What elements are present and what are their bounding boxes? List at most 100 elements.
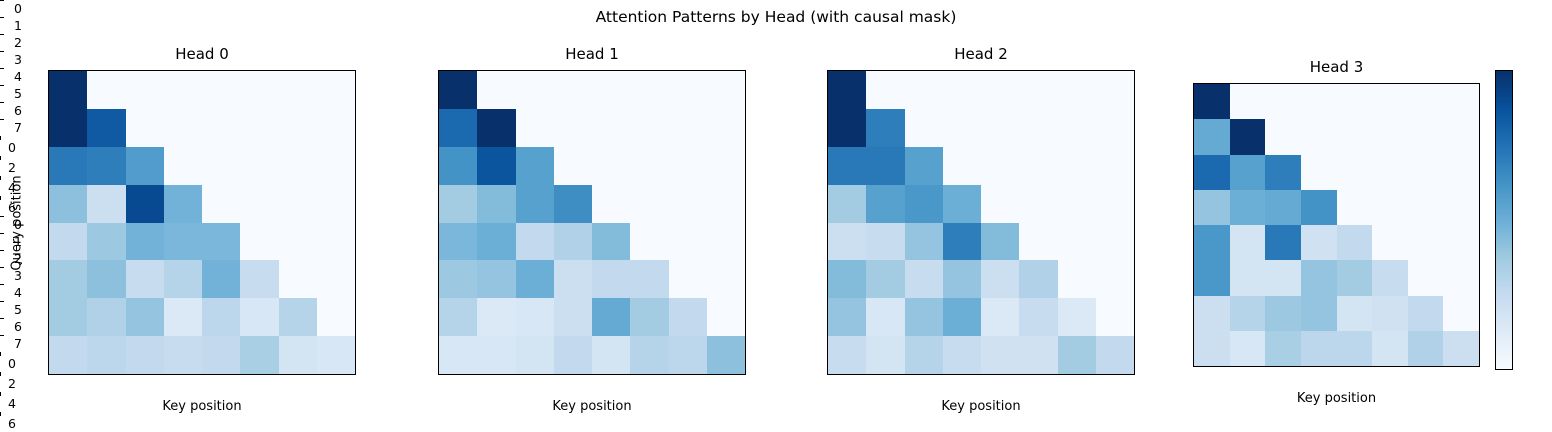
heatmap-cell (202, 336, 241, 374)
heatmap-cell (981, 222, 1020, 261)
heatmap-cell-masked (1443, 225, 1479, 261)
heatmap-cell-masked (668, 222, 707, 261)
heatmap-cell (439, 222, 478, 261)
heatmap-cell (1194, 260, 1230, 296)
heatmap-cell-masked (1095, 184, 1134, 223)
heatmap-cell (1229, 330, 1266, 366)
heatmap-cell (1229, 189, 1266, 225)
heatmap-cell (202, 260, 241, 299)
x-tick-label: 2 (8, 160, 16, 175)
heatmap-cell-masked (278, 222, 317, 261)
heatmap-cell-masked (1057, 146, 1096, 185)
heatmap-cell (477, 222, 516, 261)
heatmap-cell (1194, 84, 1230, 120)
x-tick-label: 0 (8, 140, 16, 155)
heatmap-cell (1194, 225, 1230, 261)
heatmap-cell (942, 184, 981, 223)
heatmap-cell-masked (1372, 84, 1408, 120)
heatmap-cell (240, 336, 279, 374)
heatmap-cell (515, 260, 554, 299)
y-tick-mark (0, 68, 4, 69)
y-tick-label: 4 (14, 69, 22, 84)
heatmap-cell (866, 222, 905, 261)
heatmap-cell-masked (706, 298, 745, 337)
heatmap-cell-masked (1300, 119, 1337, 155)
y-tick-label: 6 (14, 103, 22, 118)
y-tick-label: 0 (14, 1, 22, 16)
heatmap-cell-masked (592, 71, 631, 109)
heatmap-cell (49, 71, 88, 109)
heatmap-cell (316, 336, 355, 374)
heatmap-cell (668, 336, 707, 374)
y-tick-mark (0, 34, 4, 35)
y-tick-label: 0 (14, 217, 22, 232)
heatmap-cell (981, 336, 1020, 374)
heatmap-cell (904, 260, 943, 299)
heatmap-cell (630, 260, 669, 299)
heatmap-cell-masked (1336, 119, 1373, 155)
heatmap-cell-masked (87, 71, 126, 109)
heatmap-cell-masked (240, 71, 279, 109)
heatmap-cell (1265, 330, 1301, 366)
heatmap-cell (439, 184, 478, 223)
heatmap-cell (981, 298, 1020, 337)
x-tick-mark (0, 412, 1, 416)
y-tick-label: 7 (14, 336, 22, 351)
heatmap-cell (1265, 225, 1301, 261)
heatmap-cell-masked (592, 108, 631, 147)
heatmap-cell (87, 146, 126, 185)
y-tick-label: 5 (14, 86, 22, 101)
heatmap-cell-masked (1095, 260, 1134, 299)
y-tick-mark (0, 233, 4, 234)
heatmap-cell-masked (316, 222, 355, 261)
heatmap-cell-masked (942, 108, 981, 147)
figure-title: Attention Patterns by Head (with causal … (595, 8, 957, 26)
heatmap-cell (202, 298, 241, 337)
heatmap-cell-masked (202, 146, 241, 185)
x-axis-label: Key position (941, 399, 1021, 414)
heatmap-cell (515, 184, 554, 223)
heatmap-cell (439, 336, 478, 374)
heatmap-cell (1265, 189, 1301, 225)
heatmap-cell (240, 298, 279, 337)
heatmap-cell (904, 298, 943, 337)
heatmap-cell-masked (942, 71, 981, 109)
heatmap-cell-masked (1057, 71, 1096, 109)
heatmap-cell-masked (706, 184, 745, 223)
heatmap-cell (828, 184, 867, 223)
heatmap-cell (1229, 154, 1266, 190)
heatmap-cell-masked (553, 146, 592, 185)
heatmap-cell (477, 336, 516, 374)
heatmap-cell (553, 336, 592, 374)
heatmap-cell (515, 146, 554, 185)
heatmap-cell (163, 260, 202, 299)
heatmap-cell (553, 298, 592, 337)
heatmap-cell (592, 222, 631, 261)
heatmap-cell-masked (1057, 108, 1096, 147)
x-tick-label: 6 (8, 200, 16, 215)
heatmap-cell-masked (515, 108, 554, 147)
heatmap-cell-masked (706, 222, 745, 261)
heatmap-cell (904, 222, 943, 261)
heatmap-axes-head-0 (48, 70, 356, 375)
heatmap-cell (942, 336, 981, 374)
heatmap-cell (668, 298, 707, 337)
heatmap-cell (1194, 189, 1230, 225)
heatmap-cell-masked (668, 260, 707, 299)
heatmap-cell (163, 336, 202, 374)
heatmap-cell-masked (1372, 154, 1408, 190)
heatmap-cell-masked (866, 71, 905, 109)
heatmap-cell (828, 108, 867, 147)
heatmap-cell-masked (706, 146, 745, 185)
y-tick-label: 2 (14, 251, 22, 266)
x-axis-label: Key position (162, 399, 242, 414)
heatmap-cell (278, 298, 317, 337)
colorbar (1495, 70, 1513, 370)
heatmap-cell (163, 298, 202, 337)
heatmap-cell (477, 298, 516, 337)
heatmap-cell (866, 146, 905, 185)
heatmap-cell (706, 336, 745, 374)
heatmap-cell-masked (1443, 84, 1479, 120)
y-tick-label: 5 (14, 302, 22, 317)
